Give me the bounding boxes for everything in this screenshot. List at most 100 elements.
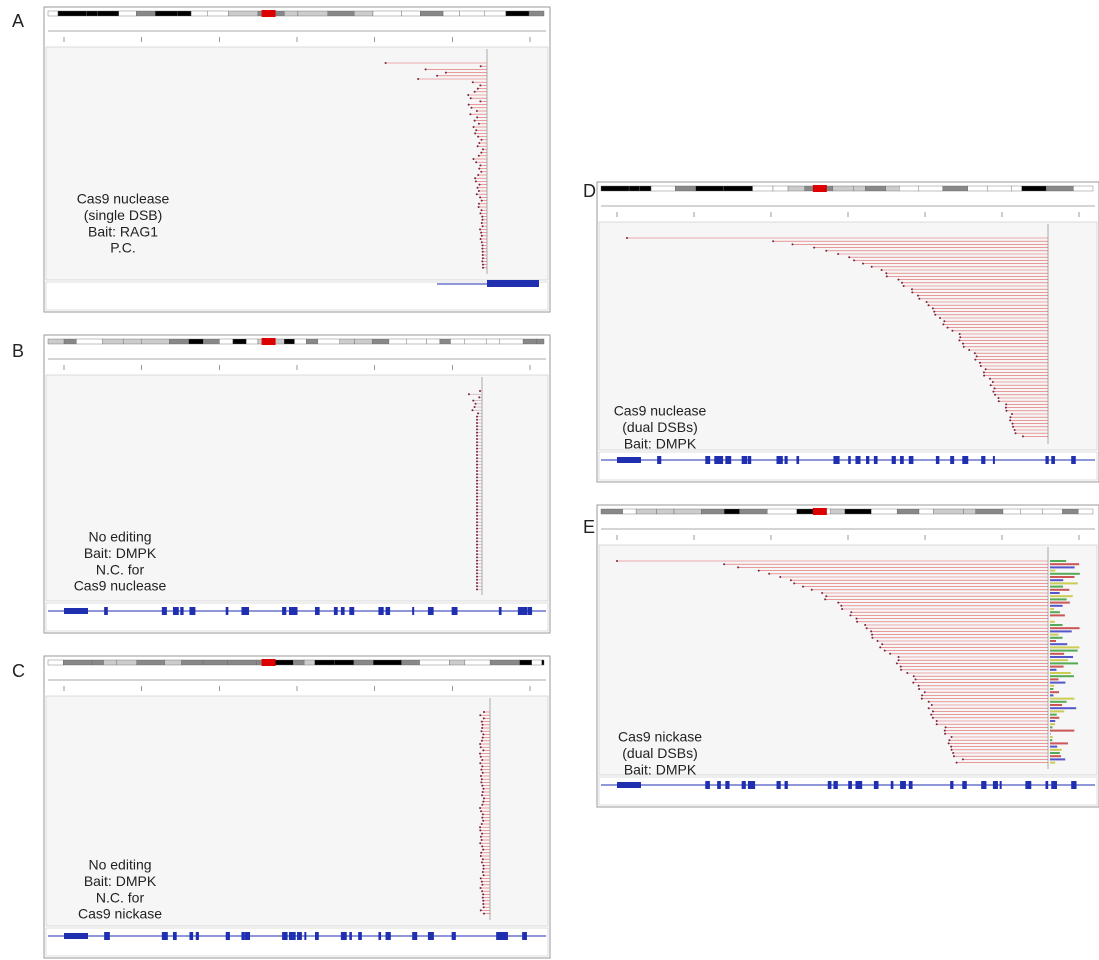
read-end xyxy=(475,180,477,182)
mismatch xyxy=(1050,662,1078,664)
gene-exon xyxy=(848,456,851,464)
read-end xyxy=(479,164,481,166)
read-end xyxy=(953,755,955,757)
read-end xyxy=(993,387,995,389)
read-end xyxy=(476,416,478,418)
ideogram-band xyxy=(354,11,373,16)
read-end xyxy=(959,333,961,335)
ideogram-band xyxy=(450,660,465,665)
read-end xyxy=(947,327,949,329)
mismatch xyxy=(1050,605,1063,607)
read-end xyxy=(1012,426,1014,428)
ideogram-band xyxy=(651,186,675,191)
ideogram-band xyxy=(601,186,629,191)
read-end xyxy=(476,486,478,488)
gene-exon xyxy=(993,456,995,464)
ideogram-band xyxy=(1022,186,1046,191)
gene-exon xyxy=(900,781,906,789)
centromere xyxy=(262,10,276,17)
gene-exon xyxy=(349,607,354,615)
gene-exon xyxy=(386,607,391,615)
gene-exon xyxy=(499,607,502,615)
read-end xyxy=(475,403,477,405)
ideogram-band xyxy=(833,186,854,191)
read-end xyxy=(480,769,482,771)
read-end xyxy=(476,480,478,482)
read-end xyxy=(825,250,827,252)
gene-exon xyxy=(241,607,245,615)
read-end xyxy=(478,203,480,205)
read-end xyxy=(896,662,898,664)
read-end xyxy=(921,694,923,696)
read-end xyxy=(476,460,478,462)
gene-exon xyxy=(349,932,352,940)
gene-exon xyxy=(857,781,862,789)
read-end xyxy=(480,730,482,732)
gene-exon xyxy=(909,781,913,789)
read-end xyxy=(1011,423,1013,425)
read-end xyxy=(886,275,888,277)
gene-exon xyxy=(1045,456,1048,464)
ideogram-band xyxy=(165,660,182,665)
ideogram-band xyxy=(340,339,355,344)
read-end xyxy=(913,675,915,677)
mismatch xyxy=(1050,730,1074,732)
gene-exon xyxy=(962,456,968,464)
gene-exon xyxy=(378,932,381,940)
gene-exon xyxy=(104,932,110,940)
read-end xyxy=(879,646,881,648)
gene-exon xyxy=(282,932,287,940)
mismatch xyxy=(1050,640,1056,642)
read-end xyxy=(1005,407,1007,409)
ideogram-band xyxy=(464,339,486,344)
ideogram-band xyxy=(934,509,964,514)
read-end xyxy=(481,794,483,796)
ideogram-band xyxy=(406,339,426,344)
read-end xyxy=(476,454,478,456)
ideogram-band xyxy=(295,339,307,344)
read-end xyxy=(478,155,480,157)
read-end xyxy=(951,736,953,738)
gene-exon xyxy=(752,781,755,789)
read-end xyxy=(468,104,470,106)
gene-exon xyxy=(412,932,417,940)
mismatch xyxy=(1050,653,1064,655)
gene-exon xyxy=(189,607,195,615)
panel-label: Bait: RAG1 xyxy=(88,223,158,239)
ideogram-band xyxy=(402,11,421,16)
read-end xyxy=(470,107,472,109)
read-end xyxy=(962,343,964,345)
read-end xyxy=(885,272,887,274)
read-end xyxy=(480,232,482,234)
read-end xyxy=(475,161,477,163)
gene-exon xyxy=(892,456,896,464)
read-end xyxy=(482,257,484,259)
ideogram-band xyxy=(797,509,815,514)
read-end xyxy=(479,212,481,214)
ideogram-band xyxy=(968,186,988,191)
read-end xyxy=(480,810,482,812)
read-end xyxy=(992,381,994,383)
read-end xyxy=(856,621,858,623)
read-end xyxy=(476,428,478,430)
ideogram-band xyxy=(506,11,529,16)
mismatch xyxy=(1050,746,1057,748)
panel-label: Cas9 nickase xyxy=(618,729,702,745)
ideogram-band xyxy=(674,509,701,514)
ideogram-band xyxy=(420,11,443,16)
ideogram-band xyxy=(753,186,773,191)
ideogram-band xyxy=(899,186,918,191)
read-end xyxy=(476,470,478,472)
read-end xyxy=(476,560,478,562)
read-end xyxy=(476,419,478,421)
read-end xyxy=(480,152,482,154)
read-end xyxy=(932,307,934,309)
read-end xyxy=(837,602,839,604)
read-end xyxy=(950,746,952,748)
gene-exon xyxy=(891,781,894,789)
ideogram-band xyxy=(293,660,304,665)
read-end xyxy=(853,259,855,261)
panel-label: (single DSB) xyxy=(84,207,163,223)
panel-letter: E xyxy=(583,517,595,537)
read-end xyxy=(915,678,917,680)
